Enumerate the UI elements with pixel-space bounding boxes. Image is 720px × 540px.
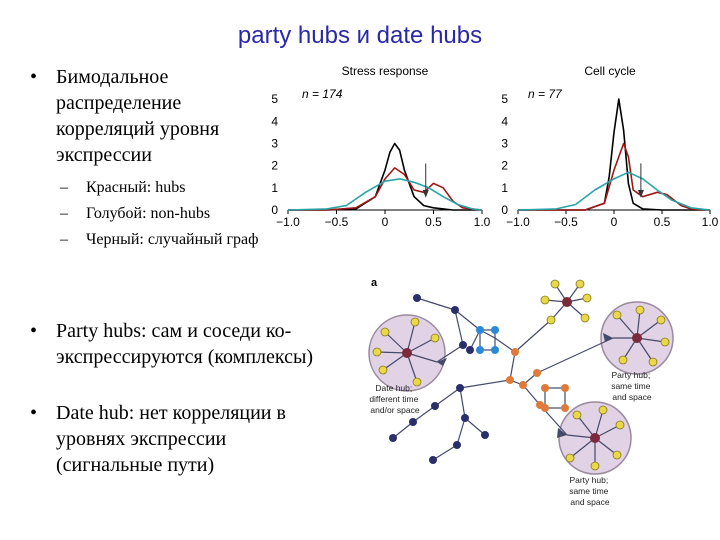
x-tick-label: 0 (382, 215, 389, 229)
x-tick-label: 0.5 (654, 215, 671, 229)
y-tick-label: 3 (501, 136, 508, 150)
party-hub-label-top: Party hub; same time and space (611, 370, 653, 402)
slide-title: party hubs и date hubs (237, 22, 483, 49)
chart-title: Cell cycle (584, 64, 636, 78)
blue-nodes (476, 326, 499, 354)
x-tick-label: 0 (611, 215, 618, 229)
sub-item-blue: – Голубой: non-hubs (60, 201, 320, 227)
x-tick-label: 1.0 (474, 215, 491, 229)
bullet-dot: • (30, 402, 38, 424)
marker-arrowhead (422, 190, 429, 198)
y-tick-label: 1 (501, 181, 508, 195)
bullet-text: Date hub: нет корреляции в уровнях экспр… (56, 402, 286, 476)
series-line (518, 142, 711, 211)
series-line (518, 98, 710, 211)
marker-arrowhead (637, 190, 644, 198)
series-line (517, 171, 711, 211)
x-tick-label: −1.0 (506, 215, 530, 229)
sub-item-red: – Красный: hubs (60, 175, 320, 201)
bullet-text: Бимодальное распределение корреляций уро… (56, 66, 220, 166)
color-legend-list: – Красный: hubs – Голубой: non-hubs – Черны… (60, 175, 320, 253)
y-tick-label: 0 (501, 203, 508, 217)
hub-nodes (402, 297, 642, 443)
y-tick-label: 1 (271, 181, 278, 195)
x-tick-label: −0.5 (554, 215, 578, 229)
arrowheads (437, 333, 613, 438)
x-tick-label: −0.5 (325, 215, 349, 229)
party-hub-label-bottom: Party hub; same time and space (569, 475, 611, 507)
orange-nodes (506, 348, 569, 412)
yellow-nodes (372, 279, 670, 471)
y-tick-label: 3 (271, 136, 278, 150)
dash: – (60, 179, 68, 196)
x-tick-label: −1.0 (276, 215, 300, 229)
y-tick-label: 2 (271, 159, 278, 173)
y-tick-label: 4 (271, 114, 278, 128)
sub-item-text: Черный: случайный граф (86, 231, 259, 248)
x-tick-label: 0.5 (425, 215, 442, 229)
sub-item-text: Голубой: non-hubs (86, 205, 211, 222)
y-tick-label: 5 (501, 92, 508, 106)
date-hub-label: Date hub; different time and/or space (369, 383, 420, 415)
y-tick-label: 5 (271, 92, 278, 106)
bullet-party-hubs: • Party hubs: сам и соседи ко-экспрессиру… (30, 318, 330, 370)
bullet-date-hub: • Date hub: нет корреляции в уровнях эксп… (30, 400, 330, 478)
sub-item-black: – Черный: случайный граф (60, 227, 320, 253)
dash: – (60, 205, 68, 222)
y-tick-label: 2 (501, 159, 508, 173)
chart-title: Stress response (342, 64, 429, 78)
series-line (288, 167, 483, 211)
sub-item-text: Красный: hubs (86, 179, 186, 196)
chart-stress-response: Stress response n = 174 0 1 2 3 4 5 −1.0 −0.5 0 0… (271, 64, 491, 229)
panel-label: a (371, 277, 378, 289)
chart-annotation: n = 77 (528, 87, 563, 101)
chart-cell-cycle: Cell cycle n = 77 0 1 2 3 4 5 −1.0 −0.5 0 0.5 1.0 (501, 64, 718, 229)
x-tick-label: 1.0 (702, 215, 718, 229)
chart-annotation: n = 174 (302, 87, 343, 101)
y-tick-label: 0 (271, 203, 278, 217)
dash: – (60, 231, 68, 248)
bullet-text: Party hubs: сам и соседи ко-экспрессирую… (56, 320, 314, 368)
network-diagram: a (368, 277, 674, 507)
bullet-dot: • (30, 66, 38, 88)
y-tick-label: 4 (501, 114, 508, 128)
bullet-bimodal: • Бимодальное распределение корреляций ур… (30, 64, 270, 168)
navy-nodes (389, 294, 489, 464)
series-line (287, 178, 483, 211)
bullet-dot: • (30, 320, 38, 342)
